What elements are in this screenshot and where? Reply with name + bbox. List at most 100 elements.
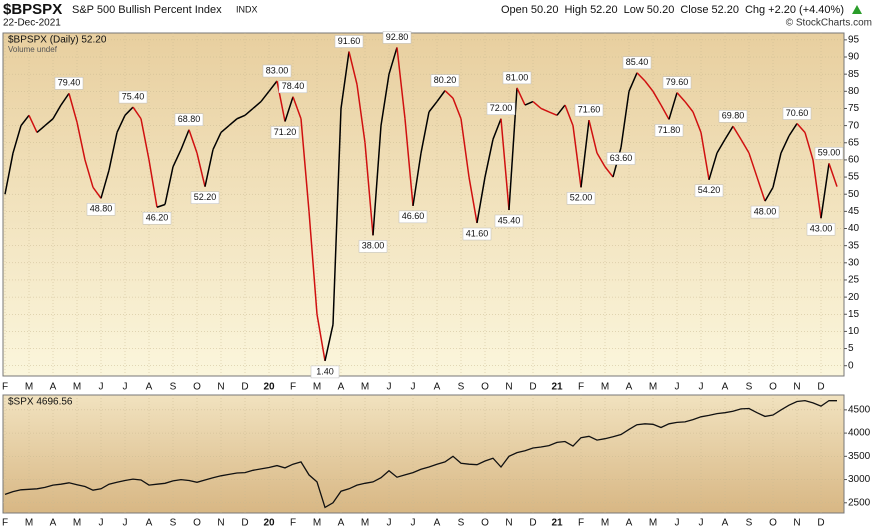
credit: © StockCharts.com [786, 18, 872, 29]
label-box [174, 113, 204, 126]
x-tick-label: M [313, 518, 321, 529]
x-tick-label: O [769, 518, 777, 529]
x-tick-label: F [578, 382, 584, 393]
line-segment [156, 203, 166, 208]
data-label: 43.00 [810, 224, 833, 234]
quote-value: 50.20 [647, 4, 675, 16]
line-segment [484, 139, 494, 178]
line-segment [76, 122, 86, 161]
line-segment [700, 132, 710, 180]
line-segment [44, 118, 54, 127]
x-tick-label: J [387, 518, 392, 529]
line-segment [388, 47, 398, 75]
line-segment [292, 96, 302, 120]
index-name: S&P 500 Bullish Percent Index [72, 4, 222, 16]
line-segment [404, 118, 414, 206]
line-segment [788, 123, 798, 137]
line-segment [444, 90, 454, 99]
y-tick-label: 20 [848, 292, 860, 303]
x-tick-label: A [434, 518, 441, 529]
x-tick-label: 21 [551, 518, 563, 529]
legend-entry: $BPSPX (Daily) 52.20 [8, 35, 107, 46]
line-segment [748, 152, 758, 178]
label-box [358, 240, 388, 253]
line-segment [540, 107, 550, 113]
x-tick-label: F [2, 518, 8, 529]
data-label: 45.40 [498, 215, 521, 225]
line-segment [452, 97, 462, 120]
line-segment [132, 106, 142, 120]
line-segment [188, 129, 198, 154]
x-tick-label: A [338, 518, 345, 529]
line-segment [548, 111, 558, 117]
data-label: 1.40 [316, 366, 334, 376]
y-tick-label: 40 [848, 223, 860, 234]
line-segment [636, 72, 646, 82]
x-tick-label: A [146, 382, 153, 393]
label-box [486, 102, 516, 115]
x-tick-label: S [458, 518, 465, 529]
line-segment [628, 72, 638, 92]
data-label: 46.60 [402, 211, 425, 221]
data-label: 63.60 [610, 153, 633, 163]
data-label: 48.00 [754, 206, 777, 216]
y-tick-label: 15 [848, 309, 860, 320]
quote-label: Open [501, 4, 528, 16]
line-segment [604, 166, 614, 178]
x-tick-label: J [699, 382, 704, 393]
x-tick-label: S [746, 382, 753, 393]
x-tick-label: 21 [551, 382, 563, 393]
y-tick-label: 55 [848, 172, 860, 183]
line-segment [268, 80, 278, 92]
y-tick-label: 0 [848, 360, 854, 371]
label-box [278, 80, 308, 94]
x-tick-label: A [434, 382, 441, 393]
label-box [806, 222, 836, 236]
exchange: INDX [236, 4, 258, 14]
label-box [750, 205, 780, 219]
line-segment [116, 115, 126, 133]
x-tick-label: M [73, 518, 81, 529]
x-tick-label: S [170, 518, 177, 529]
x-tick-label: D [817, 382, 824, 393]
y-tick-label: 2500 [848, 497, 871, 508]
x-tick-label: A [626, 518, 633, 529]
label-box [654, 124, 684, 137]
line-segment [12, 125, 22, 154]
x-tick-label: A [338, 382, 345, 393]
quote-value: +2.20 (+4.40%) [768, 4, 844, 16]
date: 22-Dec-2021 [3, 18, 61, 29]
data-label: 52.00 [570, 193, 593, 203]
line-segment [708, 152, 718, 181]
line-segment [524, 100, 534, 106]
line-segment [284, 96, 294, 122]
label-box [334, 35, 364, 48]
data-label: 85.40 [626, 57, 649, 67]
x-tick-label: M [313, 382, 321, 393]
x-tick-label: J [675, 518, 680, 529]
line-segment [692, 111, 702, 133]
line-segment [676, 92, 686, 103]
line-segment [164, 166, 174, 205]
line-segment [756, 176, 766, 202]
symbol: $BPSPX [3, 1, 62, 18]
x-tick-label: N [505, 518, 512, 529]
label-box [814, 147, 844, 160]
x-tick-label: M [25, 518, 33, 529]
label-box [494, 214, 524, 228]
x-tick-label: M [649, 518, 657, 529]
x-tick-label: 20 [263, 382, 275, 393]
line-segment [316, 314, 326, 362]
y-tick-label: 25 [848, 275, 860, 286]
label-box [782, 107, 812, 120]
x-tick-label: F [290, 518, 296, 529]
legend-entry: Volume undef [8, 45, 58, 54]
line-segment [332, 108, 342, 325]
x-tick-label: J [411, 518, 416, 529]
x-tick-label: N [793, 518, 800, 529]
line-segment [348, 51, 358, 85]
y-tick-label: 90 [848, 52, 860, 63]
data-label: 41.60 [466, 228, 489, 238]
x-tick-label: N [217, 382, 224, 393]
